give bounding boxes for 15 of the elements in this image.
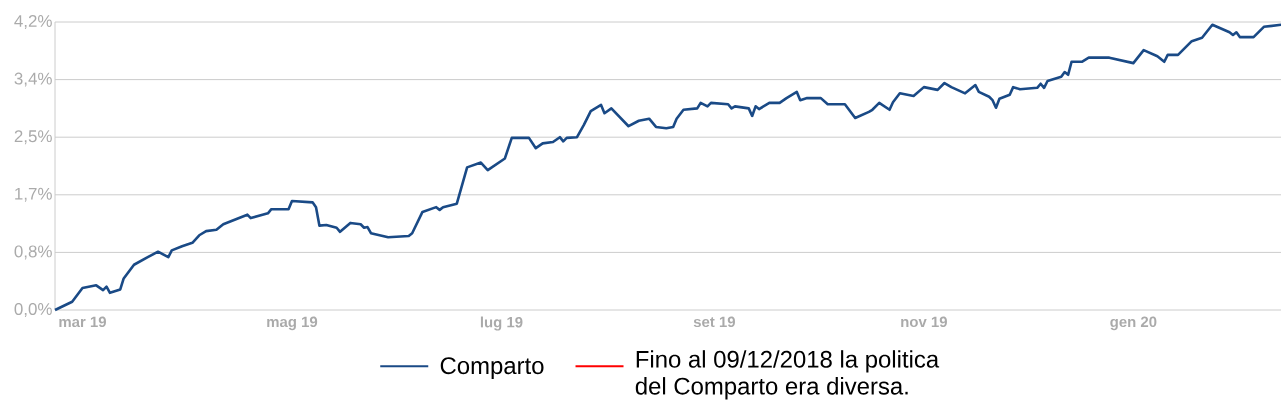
y-tick-label: 1,7% — [15, 187, 52, 202]
y-tick-label: 4,2% — [14, 15, 52, 29]
y-tick-label: 2,5% — [14, 130, 52, 145]
x-tick-label: mar 19 — [59, 316, 106, 328]
legend-label: Comparto — [440, 357, 544, 379]
x-tick-label: mag 19 — [267, 316, 318, 331]
line-series — [53, 23, 1281, 312]
y-tick-label: 0,8% — [14, 245, 52, 260]
x-tick-label: lug 19 — [480, 316, 523, 331]
x-tick-label: set 19 — [693, 316, 735, 328]
x-tick-label: nov 19 — [901, 316, 947, 328]
y-tick-label: 3,4% — [14, 72, 52, 87]
y-tick-label: 0,0% — [14, 303, 52, 317]
x-tick-label: gen 20 — [1110, 316, 1157, 331]
legend-label: Fino al 09/12/2018 la politica del Comparto era diversa. — [635, 350, 940, 400]
